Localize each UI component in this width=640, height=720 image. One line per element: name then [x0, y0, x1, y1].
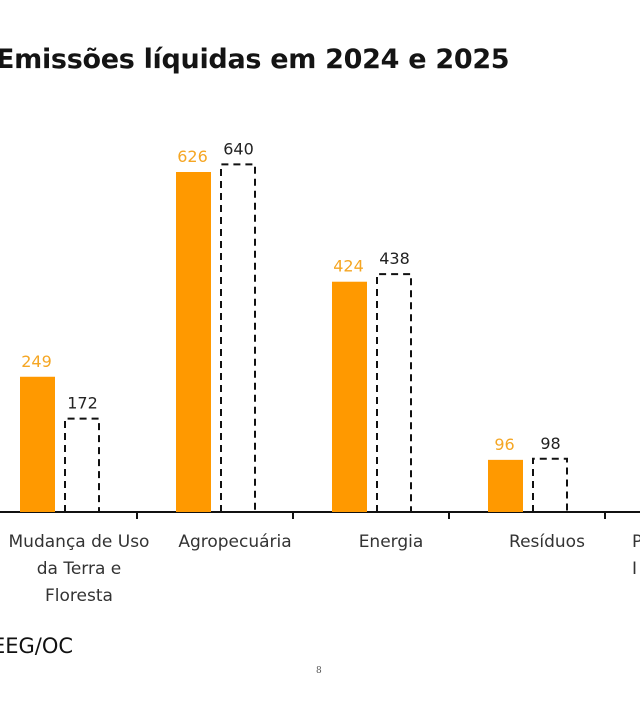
- bar-2025: [220, 163, 256, 512]
- data-label-2024: 249: [21, 352, 52, 371]
- bar-2025: [532, 457, 568, 512]
- x-tick-label: da Terra e: [37, 559, 122, 579]
- data-label-2024: 424: [333, 257, 364, 276]
- data-label-2025: 172: [67, 394, 98, 413]
- x-tick-label: Energia: [359, 532, 424, 552]
- x-tick-label: I: [632, 559, 637, 579]
- x-tick-label: P: [632, 532, 640, 552]
- bar-2025: [376, 273, 412, 512]
- bar-2024: [488, 459, 523, 512]
- data-label-2025: 98: [540, 434, 560, 453]
- data-label-2024: 626: [177, 147, 208, 166]
- source-note: EEG/OC: [0, 634, 74, 658]
- bar-2024: [176, 172, 211, 512]
- x-tick-label: Floresta: [45, 586, 113, 606]
- bar-2024: [20, 376, 55, 512]
- data-label-2025: 438: [379, 249, 410, 268]
- x-tick-label: Agropecuária: [178, 532, 291, 552]
- chart-title: Emissões líquidas em 2024 e 2025: [0, 44, 510, 75]
- page-number: 8: [316, 666, 322, 676]
- x-tick-label: Resíduos: [509, 532, 585, 552]
- data-label-2024: 96: [494, 435, 514, 454]
- x-tick-label: Mudança de Uso: [9, 532, 150, 552]
- bar-2025: [64, 417, 100, 512]
- bar-2024: [332, 281, 367, 512]
- bar-chart: 249 172 Mudança de Uso da Terra e Floresta 62…: [0, 139, 640, 606]
- data-label-2025: 640: [223, 139, 254, 158]
